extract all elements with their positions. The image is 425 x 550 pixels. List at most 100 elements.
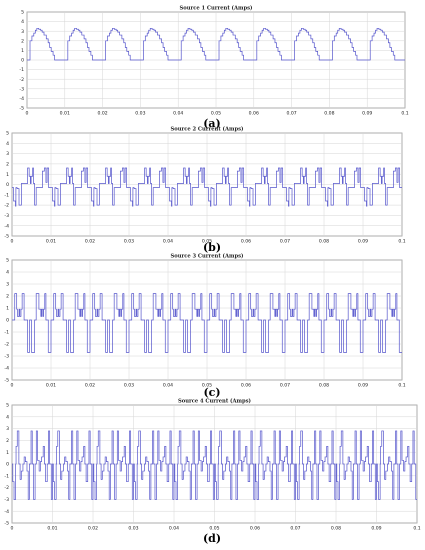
y-tick-label: -5 xyxy=(4,234,9,240)
x-tick-label: 0.08 xyxy=(319,383,329,389)
y-tick-label: -3 xyxy=(4,213,9,219)
chart-title: Source 2 Current (Amps) xyxy=(170,126,243,133)
y-tick-label: 4 xyxy=(6,414,9,420)
x-tick-label: 0 xyxy=(11,526,14,532)
y-tick-label: 4 xyxy=(6,270,9,276)
y-tick-label: -1 xyxy=(4,330,9,336)
x-tick-label: 0.03 xyxy=(124,383,134,389)
x-tick-label: 0.08 xyxy=(324,111,334,117)
x-tick-label: 0.1 xyxy=(401,111,408,117)
x-tick-label: 0.03 xyxy=(135,111,145,117)
y-tick-label: -1 xyxy=(19,67,24,73)
panel-1: 0 0.01 0.02 0.03 0.04 0.05 0.06 0.07 0.08 0.09 0.1… xyxy=(19,5,408,131)
y-tick-label: 1 xyxy=(21,48,24,54)
chart-title: Source 4 Current (Amps) xyxy=(178,398,251,405)
panel-caption: (d) xyxy=(203,532,221,545)
y-tick-label: 0 xyxy=(6,462,9,468)
x-tick-label: 0.03 xyxy=(124,239,134,245)
y-tick-label: -5 xyxy=(19,106,24,112)
x-tick-label: 0.1 xyxy=(398,239,405,245)
y-tick-label: 5 xyxy=(6,131,9,137)
y-tick-label: 0 xyxy=(6,182,9,188)
y-tick-label: 1 xyxy=(6,172,9,178)
panel-caption: (a) xyxy=(203,117,221,130)
panel-caption: (b) xyxy=(203,241,221,254)
x-tick-label: 0.08 xyxy=(331,526,341,532)
y-tick-label: 5 xyxy=(6,403,9,409)
x-tick-label: 0.1 xyxy=(398,383,405,389)
x-tick-label: 0.01 xyxy=(46,239,56,245)
x-tick-label: 0.01 xyxy=(47,526,57,532)
y-tick-label: -3 xyxy=(4,497,9,503)
x-tick-label: 0.03 xyxy=(128,526,138,532)
series-line xyxy=(12,293,402,353)
y-tick-label: -1 xyxy=(4,473,9,479)
x-tick-label: 0.02 xyxy=(85,239,95,245)
x-tick-label: 0.06 xyxy=(249,111,259,117)
y-tick-label: 2 xyxy=(6,438,9,444)
y-tick-label: 5 xyxy=(6,258,9,264)
x-tick-label: 0.07 xyxy=(280,383,290,389)
y-tick-label: -4 xyxy=(4,509,9,515)
x-tick-label: 0.01 xyxy=(46,383,56,389)
y-tick-label: -5 xyxy=(4,521,9,527)
y-tick-label: -4 xyxy=(4,223,9,229)
y-tick-label: -3 xyxy=(4,354,9,360)
y-tick-label: 0 xyxy=(21,58,24,64)
y-tick-label: -5 xyxy=(4,378,9,384)
x-tick-label: 0.06 xyxy=(241,239,251,245)
x-tick-label: 0.06 xyxy=(250,526,260,532)
y-tick-label: -3 xyxy=(19,86,24,92)
x-tick-label: 0.01 xyxy=(60,111,70,117)
panel-caption: (c) xyxy=(203,386,220,399)
y-tick-label: -4 xyxy=(19,96,24,102)
y-tick-label: 5 xyxy=(21,10,24,16)
x-tick-label: 0.07 xyxy=(286,111,296,117)
y-tick-label: 3 xyxy=(6,151,9,157)
x-tick-label: 0.04 xyxy=(173,111,183,117)
y-tick-label: -2 xyxy=(19,77,24,83)
y-tick-label: 4 xyxy=(21,19,24,25)
panel-3: 0 0.01 0.02 0.03 0.04 0.05 0.06 0.07 0.08 0.09 0.1… xyxy=(4,253,405,400)
panel-4: 0 0.01 0.02 0.03 0.04 0.05 0.06 0.07 0.08 0.09 0.1… xyxy=(4,398,420,546)
y-tick-label: 2 xyxy=(6,294,9,300)
x-tick-label: 0 xyxy=(26,111,29,117)
x-tick-label: 0.05 xyxy=(202,239,212,245)
y-tick-label: 3 xyxy=(21,29,24,35)
x-tick-label: 0.04 xyxy=(163,239,173,245)
series-line xyxy=(12,167,402,207)
y-tick-label: 3 xyxy=(6,282,9,288)
x-tick-label: 0.02 xyxy=(97,111,107,117)
y-tick-label: -4 xyxy=(4,366,9,372)
x-tick-label: 0.05 xyxy=(211,111,221,117)
x-tick-label: 0.06 xyxy=(241,383,251,389)
y-tick-label: -2 xyxy=(4,203,9,209)
chart-title: Source 1 Current (Amps) xyxy=(179,5,252,12)
x-tick-label: 0.09 xyxy=(358,383,368,389)
x-tick-label: 0.09 xyxy=(358,239,368,245)
chart-title: Source 3 Current (Amps) xyxy=(170,253,243,260)
y-tick-label: 1 xyxy=(6,306,9,312)
x-tick-label: 0.04 xyxy=(169,526,179,532)
y-tick-label: 2 xyxy=(6,162,9,168)
y-tick-label: -2 xyxy=(4,342,9,348)
x-tick-label: 0.1 xyxy=(413,526,420,532)
x-tick-label: 0.09 xyxy=(362,111,372,117)
x-tick-label: 0.07 xyxy=(290,526,300,532)
x-tick-label: 0 xyxy=(11,239,14,245)
y-tick-label: 0 xyxy=(6,318,9,324)
x-tick-label: 0.05 xyxy=(202,383,212,389)
y-tick-label: -1 xyxy=(4,192,9,198)
y-tick-label: -2 xyxy=(4,485,9,491)
x-tick-label: 0.04 xyxy=(163,383,173,389)
series-line xyxy=(12,430,417,500)
x-tick-label: 0.05 xyxy=(209,526,219,532)
y-tick-label: 1 xyxy=(6,450,9,456)
series-line xyxy=(27,27,405,61)
panel-2: 0 0.01 0.02 0.03 0.04 0.05 0.06 0.07 0.08 0.09 0.1… xyxy=(4,126,405,255)
y-tick-label: 4 xyxy=(6,141,9,147)
x-tick-label: 0.07 xyxy=(280,239,290,245)
x-tick-label: 0 xyxy=(11,383,14,389)
y-tick-label: 3 xyxy=(6,426,9,432)
